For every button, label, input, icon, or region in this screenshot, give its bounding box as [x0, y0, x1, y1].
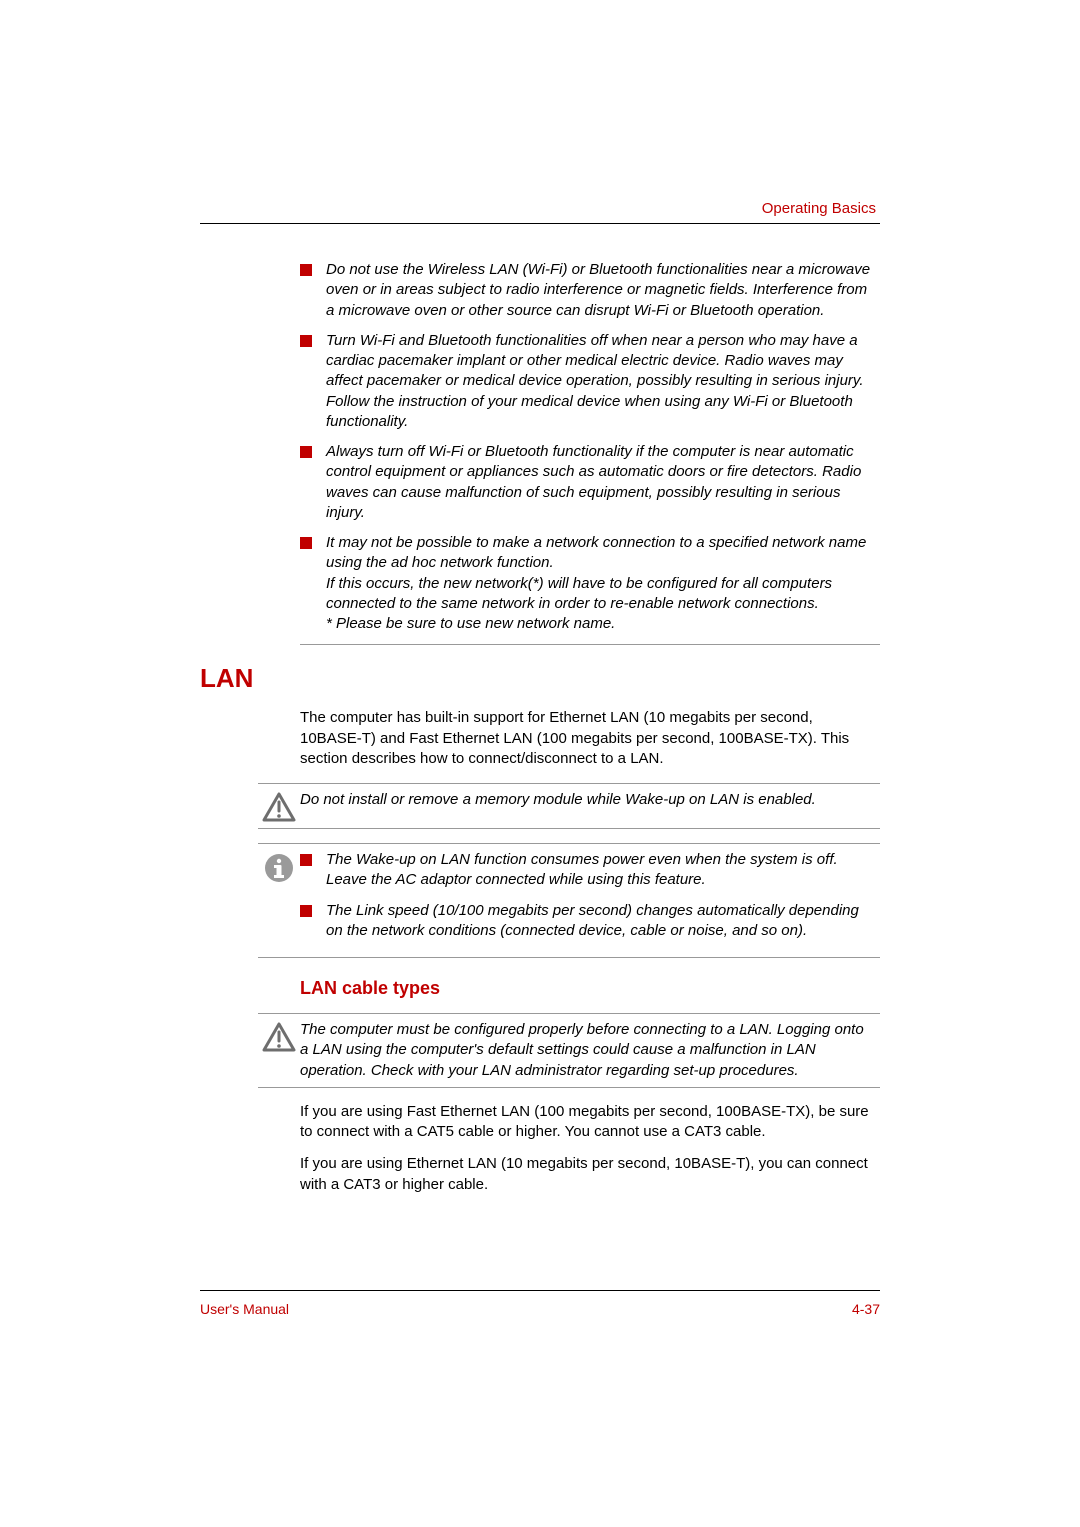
info-bullet: The Link speed (10/100 megabits per seco…: [300, 901, 876, 942]
lan-heading: LAN: [200, 663, 880, 694]
note-divider: [258, 783, 880, 784]
info-bullet-list: The Wake-up on LAN function consumes pow…: [300, 850, 876, 941]
footer-left: User's Manual: [200, 1301, 289, 1317]
warning-triangle-icon: [258, 1020, 300, 1052]
header-section-label: Operating Basics: [200, 200, 880, 217]
note-divider: [258, 957, 880, 958]
lan-cable-para: If you are using Ethernet LAN (10 megabi…: [300, 1154, 880, 1195]
lan-cable-heading: LAN cable types: [300, 978, 880, 999]
block-divider: [300, 644, 880, 645]
header-rule: [200, 223, 880, 224]
warning-triangle-icon: [258, 790, 300, 822]
footer-row: User's Manual 4-37: [200, 1301, 880, 1317]
warning-bullet-line: It may not be possible to make a network…: [326, 533, 876, 574]
warning-bullet: Do not use the Wireless LAN (Wi-Fi) or B…: [300, 260, 880, 321]
warning-bullet: Always turn off Wi-Fi or Bluetooth funct…: [300, 442, 880, 523]
warning-note-text: Do not install or remove a memory module…: [300, 790, 876, 810]
lan-intro: The computer has built-in support for Et…: [300, 708, 880, 769]
info-note: The Wake-up on LAN function consumes pow…: [258, 850, 880, 951]
note-divider: [258, 1013, 880, 1014]
footer-right: 4-37: [852, 1301, 880, 1317]
note-divider: [258, 843, 880, 844]
page: Operating Basics Do not use the Wireless…: [0, 0, 1080, 1527]
page-footer: User's Manual 4-37: [200, 1290, 880, 1317]
warning-bullet-line: * Please be sure to use new network name…: [326, 614, 876, 634]
lan-cable-para: If you are using Fast Ethernet LAN (100 …: [300, 1102, 880, 1143]
warning-note-text: The computer must be configured properly…: [300, 1020, 876, 1081]
warning-note: The computer must be configured properly…: [258, 1020, 880, 1081]
note-divider: [258, 1087, 880, 1088]
info-circle-icon: [258, 850, 300, 884]
note-divider: [258, 828, 880, 829]
warning-bullet-list: Do not use the Wireless LAN (Wi-Fi) or B…: [300, 260, 880, 634]
warning-bullet-line: If this occurs, the new network(*) will …: [326, 574, 876, 615]
info-bullet: The Wake-up on LAN function consumes pow…: [300, 850, 876, 891]
warning-bullet: It may not be possible to make a network…: [300, 533, 880, 634]
info-note-body: The Wake-up on LAN function consumes pow…: [300, 850, 876, 951]
warning-note: Do not install or remove a memory module…: [258, 790, 880, 822]
warning-bullet: Turn Wi-Fi and Bluetooth functionalities…: [300, 331, 880, 432]
warning-block-top: Do not use the Wireless LAN (Wi-Fi) or B…: [300, 260, 880, 634]
footer-rule: [200, 1290, 880, 1291]
